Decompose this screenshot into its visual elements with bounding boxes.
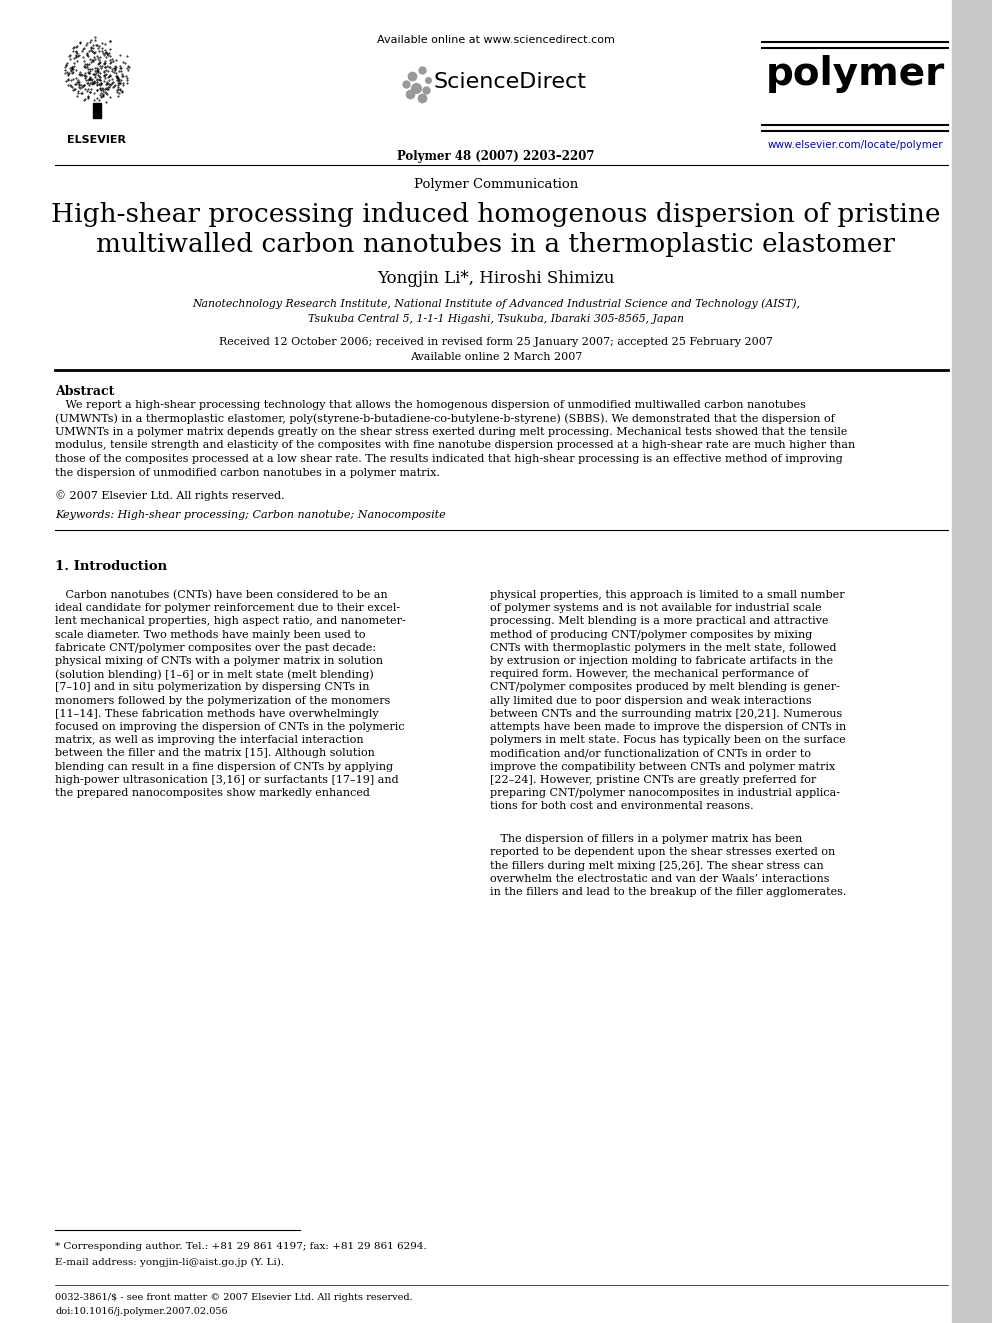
Text: between CNTs and the surrounding matrix [20,21]. Numerous: between CNTs and the surrounding matrix … [490,709,842,718]
Text: attempts have been made to improve the dispersion of CNTs in: attempts have been made to improve the d… [490,722,846,732]
Text: monomers followed by the polymerization of the monomers: monomers followed by the polymerization … [55,696,391,705]
Text: Carbon nanotubes (CNTs) have been considered to be an: Carbon nanotubes (CNTs) have been consid… [55,590,388,601]
Text: Nanotechnology Research Institute, National Institute of Advanced Industrial Sci: Nanotechnology Research Institute, Natio… [192,298,800,308]
Text: by extrusion or injection molding to fabricate artifacts in the: by extrusion or injection molding to fab… [490,656,833,665]
Text: scale diameter. Two methods have mainly been used to: scale diameter. Two methods have mainly … [55,630,365,639]
Text: polymers in melt state. Focus has typically been on the surface: polymers in melt state. Focus has typica… [490,736,846,745]
Text: Keywords: High-shear processing; Carbon nanotube; Nanocomposite: Keywords: High-shear processing; Carbon … [55,509,445,520]
Text: www.elsevier.com/locate/polymer: www.elsevier.com/locate/polymer [767,140,942,149]
Text: fabricate CNT/polymer composites over the past decade:: fabricate CNT/polymer composites over th… [55,643,376,652]
Text: Polymer Communication: Polymer Communication [414,179,578,191]
Text: modification and/or functionalization of CNTs in order to: modification and/or functionalization of… [490,749,811,758]
Bar [952,0,992,1323]
Text: (UMWNTs) in a thermoplastic elastomer, poly(styrene-b-butadiene-co-butylene-b-st: (UMWNTs) in a thermoplastic elastomer, p… [55,414,834,425]
Text: the prepared nanocomposites show markedly enhanced: the prepared nanocomposites show markedl… [55,789,370,798]
Text: lent mechanical properties, high aspect ratio, and nanometer-: lent mechanical properties, high aspect … [55,617,406,626]
Text: improve the compatibility between CNTs and polymer matrix: improve the compatibility between CNTs a… [490,762,835,771]
Text: [11–14]. These fabrication methods have overwhelmingly: [11–14]. These fabrication methods have … [55,709,379,718]
Text: focused on improving the dispersion of CNTs in the polymeric: focused on improving the dispersion of C… [55,722,405,732]
Text: the dispersion of unmodified carbon nanotubes in a polymer matrix.: the dispersion of unmodified carbon nano… [55,467,439,478]
Text: ideal candidate for polymer reinforcement due to their excel-: ideal candidate for polymer reinforcemen… [55,603,400,613]
Text: Yongjin Li*, Hiroshi Shimizu: Yongjin Li*, Hiroshi Shimizu [377,270,615,287]
Text: Polymer 48 (2007) 2203–2207: Polymer 48 (2007) 2203–2207 [397,149,595,163]
Text: Available online 2 March 2007: Available online 2 March 2007 [410,352,582,363]
Text: those of the composites processed at a low shear rate. The results indicated tha: those of the composites processed at a l… [55,454,843,464]
Text: Tsukuba Central 5, 1-1-1 Higashi, Tsukuba, Ibaraki 305-8565, Japan: Tsukuba Central 5, 1-1-1 Higashi, Tsukub… [308,314,684,324]
Text: 0032-3861/$ - see front matter © 2007 Elsevier Ltd. All rights reserved.: 0032-3861/$ - see front matter © 2007 El… [55,1293,413,1302]
Text: © 2007 Elsevier Ltd. All rights reserved.: © 2007 Elsevier Ltd. All rights reserved… [55,490,285,501]
Text: [22–24]. However, pristine CNTs are greatly preferred for: [22–24]. However, pristine CNTs are grea… [490,775,816,785]
Text: between the filler and the matrix [15]. Although solution: between the filler and the matrix [15]. … [55,749,375,758]
Text: multiwalled carbon nanotubes in a thermoplastic elastomer: multiwalled carbon nanotubes in a thermo… [96,232,896,257]
Text: method of producing CNT/polymer composites by mixing: method of producing CNT/polymer composit… [490,630,812,639]
Text: the fillers during melt mixing [25,26]. The shear stress can: the fillers during melt mixing [25,26]. … [490,860,823,871]
Text: tions for both cost and environmental reasons.: tions for both cost and environmental re… [490,802,754,811]
Text: doi:10.1016/j.polymer.2007.02.056: doi:10.1016/j.polymer.2007.02.056 [55,1307,227,1316]
Text: E-mail address: yongjin-li@aist.go.jp (Y. Li).: E-mail address: yongjin-li@aist.go.jp (Y… [55,1258,284,1267]
Bar [93,103,101,118]
Text: physical properties, this approach is limited to a small number: physical properties, this approach is li… [490,590,844,601]
Text: ally limited due to poor dispersion and weak interactions: ally limited due to poor dispersion and … [490,696,811,705]
Text: 1. Introduction: 1. Introduction [55,560,167,573]
Text: blending can result in a fine dispersion of CNTs by applying: blending can result in a fine dispersion… [55,762,393,771]
Text: Available online at www.sciencedirect.com: Available online at www.sciencedirect.co… [377,34,615,45]
Text: physical mixing of CNTs with a polymer matrix in solution: physical mixing of CNTs with a polymer m… [55,656,383,665]
Text: overwhelm the electrostatic and van der Waals’ interactions: overwhelm the electrostatic and van der … [490,873,829,884]
Text: Received 12 October 2006; received in revised form 25 January 2007; accepted 25 : Received 12 October 2006; received in re… [219,337,773,347]
Text: [7–10] and in situ polymerization by dispersing CNTs in: [7–10] and in situ polymerization by dis… [55,683,369,692]
Text: preparing CNT/polymer nanocomposites in industrial applica-: preparing CNT/polymer nanocomposites in … [490,789,840,798]
Text: ELSEVIER: ELSEVIER [67,135,127,146]
Text: We report a high-shear processing technology that allows the homogenous dispersi: We report a high-shear processing techno… [55,400,806,410]
Text: modulus, tensile strength and elasticity of the composites with fine nanotube di: modulus, tensile strength and elasticity… [55,441,855,451]
Text: Abstract: Abstract [55,385,114,398]
Text: UMWNTs in a polymer matrix depends greatly on the shear stress exerted during me: UMWNTs in a polymer matrix depends great… [55,427,847,437]
Text: ScienceDirect: ScienceDirect [434,71,586,93]
Text: in the fillers and lead to the breakup of the filler agglomerates.: in the fillers and lead to the breakup o… [490,886,846,897]
Text: CNTs with thermoplastic polymers in the melt state, followed: CNTs with thermoplastic polymers in the … [490,643,836,652]
Text: high-power ultrasonication [3,16] or surfactants [17–19] and: high-power ultrasonication [3,16] or sur… [55,775,399,785]
Text: polymer: polymer [766,56,944,93]
Text: (solution blending) [1–6] or in melt state (melt blending): (solution blending) [1–6] or in melt sta… [55,669,374,680]
Text: High-shear processing induced homogenous dispersion of pristine: High-shear processing induced homogenous… [52,202,940,228]
Text: * Corresponding author. Tel.: +81 29 861 4197; fax: +81 29 861 6294.: * Corresponding author. Tel.: +81 29 861… [55,1242,427,1252]
Text: processing. Melt blending is a more practical and attractive: processing. Melt blending is a more prac… [490,617,828,626]
Text: matrix, as well as improving the interfacial interaction: matrix, as well as improving the interfa… [55,736,364,745]
Text: reported to be dependent upon the shear stresses exerted on: reported to be dependent upon the shear … [490,848,835,857]
Text: CNT/polymer composites produced by melt blending is gener-: CNT/polymer composites produced by melt … [490,683,840,692]
Text: required form. However, the mechanical performance of: required form. However, the mechanical p… [490,669,808,679]
Text: The dispersion of fillers in a polymer matrix has been: The dispersion of fillers in a polymer m… [490,835,803,844]
Text: of polymer systems and is not available for industrial scale: of polymer systems and is not available … [490,603,821,613]
